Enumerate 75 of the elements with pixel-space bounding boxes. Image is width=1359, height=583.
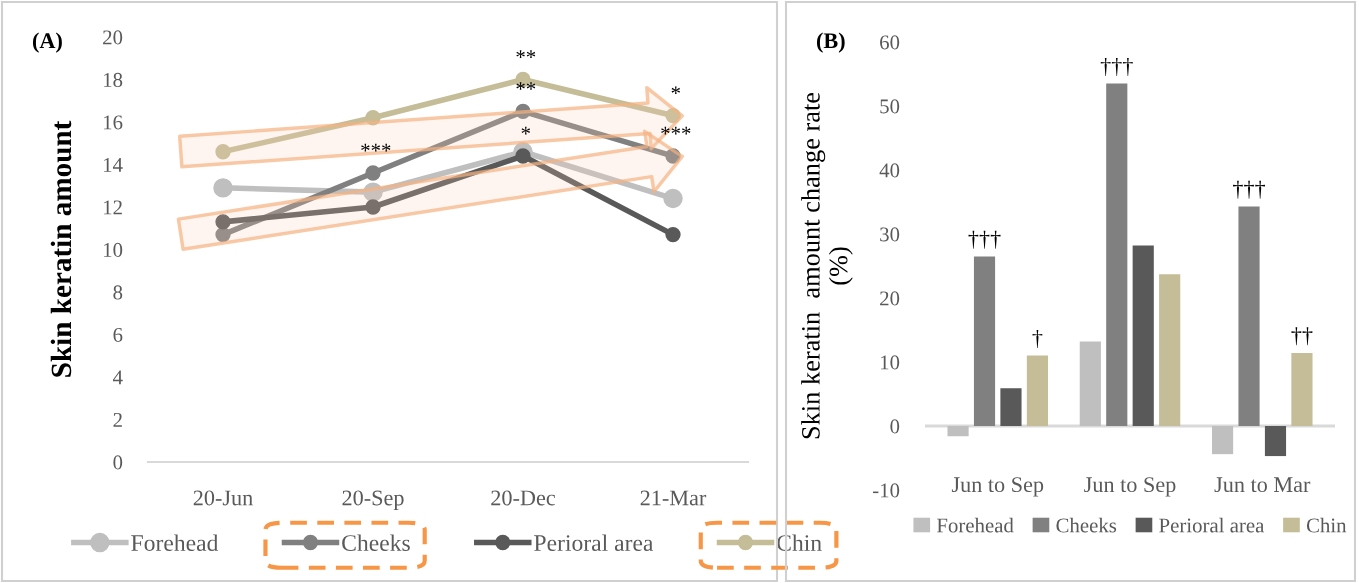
y-tick-label: 6: [113, 327, 123, 342]
data-label: †††: [968, 230, 1001, 249]
point: [363, 182, 383, 202]
bar: [1159, 274, 1181, 426]
data-label: ††: [1291, 327, 1313, 346]
data-label: **: [516, 82, 536, 90]
data-label: **: [516, 50, 536, 58]
y-tick-label: 18: [104, 72, 123, 87]
point: [665, 226, 681, 243]
data-label: †: [1032, 329, 1043, 348]
bar: [1238, 206, 1260, 426]
y-tick-label: 20: [103, 30, 123, 45]
legend-label: Perioral area: [1159, 517, 1265, 533]
point: [665, 148, 681, 164]
x-tick-label: 20-Jun: [193, 490, 253, 506]
bar: [1132, 245, 1154, 426]
y-tick-label: 30: [880, 227, 900, 242]
point: [213, 178, 233, 198]
bar: [1264, 426, 1287, 457]
legend-label: Chin: [777, 534, 822, 552]
y-tick-label: 8: [113, 285, 123, 300]
point: [515, 103, 531, 120]
y-tick-label: 12: [104, 200, 122, 215]
point: [665, 107, 681, 124]
point: [215, 214, 231, 230]
y-tick-label: 10: [104, 242, 123, 257]
point: [663, 188, 683, 209]
legend-label: Perioral area: [534, 534, 654, 552]
legend-label: Forehead: [131, 534, 219, 552]
legend-label: Forehead: [936, 517, 1014, 533]
bar: [1026, 355, 1048, 426]
bar: [1106, 83, 1128, 426]
y-axis-title: Skin keratin amount change rate (%): [801, 92, 853, 439]
y-tick-label: 10: [881, 355, 900, 370]
point: [365, 110, 381, 126]
y-tick-label: 2: [113, 412, 122, 427]
y-tick-label: -10: [873, 483, 900, 498]
y-tick-label: 50: [880, 99, 900, 114]
bar: [1079, 341, 1101, 426]
x-tick-label: Jun to Sep: [1084, 477, 1176, 497]
point: [215, 226, 231, 243]
data-label: *: [521, 126, 530, 135]
y-tick-label: 60: [880, 35, 900, 50]
legend-label: Cheeks: [342, 534, 410, 552]
point: [365, 199, 381, 215]
bar: [973, 256, 996, 426]
y-tick-label: 0: [890, 419, 900, 434]
x-tick-label: 20-Dec: [491, 490, 556, 506]
chart-title: (B): [816, 32, 845, 53]
bar: [1212, 426, 1234, 455]
y-tick-label: 40: [879, 163, 900, 178]
x-tick-label: 21-Mar: [640, 490, 707, 506]
y-axis-title: Skin keratin amount: [50, 120, 72, 377]
data-label: *: [671, 86, 680, 95]
x-tick-label: Jun to Mar: [1214, 477, 1311, 493]
data-label: ***: [361, 143, 391, 152]
y-tick-label: 4: [112, 370, 123, 385]
chart-title: (A): [32, 32, 62, 53]
data-label: †††: [1233, 180, 1266, 199]
y-tick-label: 0: [113, 455, 123, 470]
bar: [1291, 353, 1313, 426]
legend-label: Chin: [1306, 517, 1347, 533]
point: [215, 144, 231, 160]
data-label: ***: [661, 126, 691, 135]
bar: [1000, 388, 1022, 426]
data-label: †††: [1100, 57, 1133, 76]
y-tick-label: 14: [104, 157, 123, 172]
y-tick-label: 20: [880, 291, 900, 306]
legend-label: Cheeks: [1056, 517, 1117, 533]
x-tick-label: Jun to Sep: [951, 477, 1044, 497]
y-tick-label: 16: [104, 115, 123, 130]
point: [515, 148, 531, 164]
point: [365, 165, 381, 181]
bar: [947, 426, 969, 437]
x-tick-label: 20-Sep: [342, 490, 404, 510]
